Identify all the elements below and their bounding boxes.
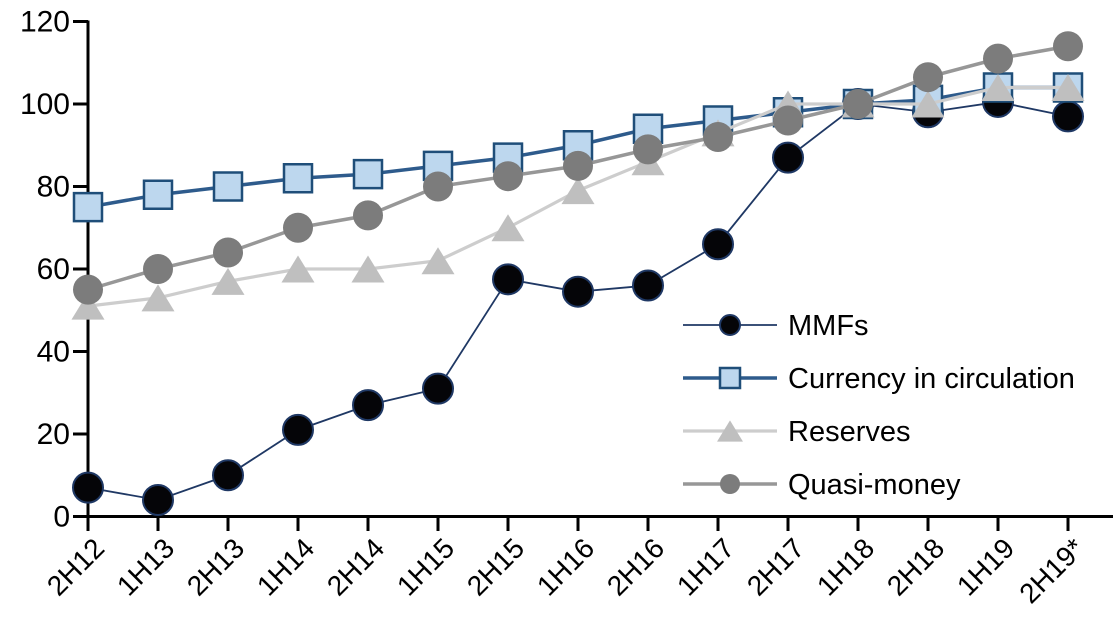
y-tick-label: 120 xyxy=(20,6,70,39)
y-tick-label: 100 xyxy=(20,88,70,121)
quasi-money-marker xyxy=(703,122,733,152)
x-tick-label: 1H19 xyxy=(951,532,1020,601)
x-tick-label: 2H15 xyxy=(461,532,530,601)
currency-in-circulation-marker xyxy=(72,191,104,223)
reserves-marker xyxy=(911,90,945,118)
x-tick-label: 1H15 xyxy=(391,532,460,601)
currency-in-circulation-marker xyxy=(718,366,742,390)
y-tick-label: 40 xyxy=(37,336,70,369)
quasi-money-marker xyxy=(423,171,453,202)
currency-in-circulation-marker xyxy=(352,158,384,190)
reserves-marker xyxy=(717,420,743,442)
mmfs-marker xyxy=(142,484,174,516)
quasi-money-marker xyxy=(143,254,173,284)
legend-item-currency-in-circulation: Currency in circulation xyxy=(683,363,1075,395)
x-tick-label: 2H19* xyxy=(1013,532,1090,609)
y-tick-label: 80 xyxy=(37,171,70,204)
quasi-money-legend-label: Quasi-money xyxy=(788,469,961,501)
reserves-marker xyxy=(981,73,1015,102)
x-tick-label: 2H14 xyxy=(321,532,390,601)
mmfs-marker xyxy=(72,471,104,504)
legend: MMFs Currency in circulation Reserves Quasi… xyxy=(683,310,1075,501)
quasi-money-marker xyxy=(1053,31,1083,62)
quasi-money-marker xyxy=(633,134,663,165)
y-tick-label: 60 xyxy=(37,253,70,286)
quasi-money-marker xyxy=(983,43,1013,74)
currency-in-circulation-marker xyxy=(142,179,174,210)
x-tick-label: 1H13 xyxy=(111,532,180,601)
x-tick-label: 2H12 xyxy=(41,532,110,601)
series-quasi-money xyxy=(73,31,1083,305)
quasi-money-marker xyxy=(283,212,313,243)
x-tick-label: 1H14 xyxy=(251,532,320,601)
currency-in-circulation-marker xyxy=(282,163,314,194)
currency-in-circulation-marker xyxy=(212,171,244,202)
reserves-marker xyxy=(561,177,595,205)
quasi-money-marker xyxy=(913,62,943,93)
mmfs-legend-label: MMFs xyxy=(788,310,869,342)
y-tick-label: 0 xyxy=(53,501,70,534)
legend-item-reserves: Reserves xyxy=(683,416,911,448)
x-tick-label: 1H18 xyxy=(811,532,880,601)
x-tick-label: 2H13 xyxy=(181,532,250,601)
mmfs-marker xyxy=(772,141,804,174)
mmfs-marker xyxy=(282,413,314,446)
reserves-legend-label: Reserves xyxy=(788,416,911,448)
quasi-money-marker xyxy=(563,150,593,181)
mmfs-marker xyxy=(352,389,384,422)
reserves-marker xyxy=(421,247,455,275)
quasi-money-marker xyxy=(213,237,243,268)
x-tick-label: 2H17 xyxy=(741,532,810,601)
currency-in-circulation-legend-label: Currency in circulation xyxy=(788,363,1075,395)
quasi-money-marker xyxy=(773,105,803,136)
legend-item-quasi-money: Quasi-money xyxy=(683,469,961,501)
quasi-money-marker xyxy=(720,474,740,494)
reserves-marker xyxy=(281,255,315,283)
x-tick-label: 1H16 xyxy=(531,532,600,601)
x-tick-label: 1H17 xyxy=(671,532,740,601)
mmfs-marker xyxy=(492,263,524,296)
mmfs-marker xyxy=(632,269,664,302)
quasi-money-marker xyxy=(353,200,383,231)
mmfs-marker xyxy=(562,275,594,308)
reserves-marker xyxy=(211,267,245,295)
quasi-money-marker xyxy=(73,274,103,305)
mmfs-marker xyxy=(212,459,244,492)
y-tick-label: 20 xyxy=(37,418,70,451)
reserves-marker xyxy=(71,292,105,320)
mmfs-marker xyxy=(719,314,741,336)
mmfs-marker xyxy=(1052,100,1084,133)
x-tick-label: 2H18 xyxy=(881,532,950,601)
reserves-marker xyxy=(351,255,385,283)
mmfs-marker xyxy=(422,372,454,405)
mmfs-marker xyxy=(702,228,734,261)
quasi-money-marker xyxy=(843,89,873,119)
x-tick-label: 2H16 xyxy=(601,532,670,601)
reserves-marker xyxy=(1051,73,1085,102)
legend-item-mmfs: MMFs xyxy=(683,310,869,342)
reserves-marker xyxy=(141,284,175,312)
quasi-money-marker xyxy=(493,161,523,192)
reserves-marker xyxy=(491,214,525,242)
